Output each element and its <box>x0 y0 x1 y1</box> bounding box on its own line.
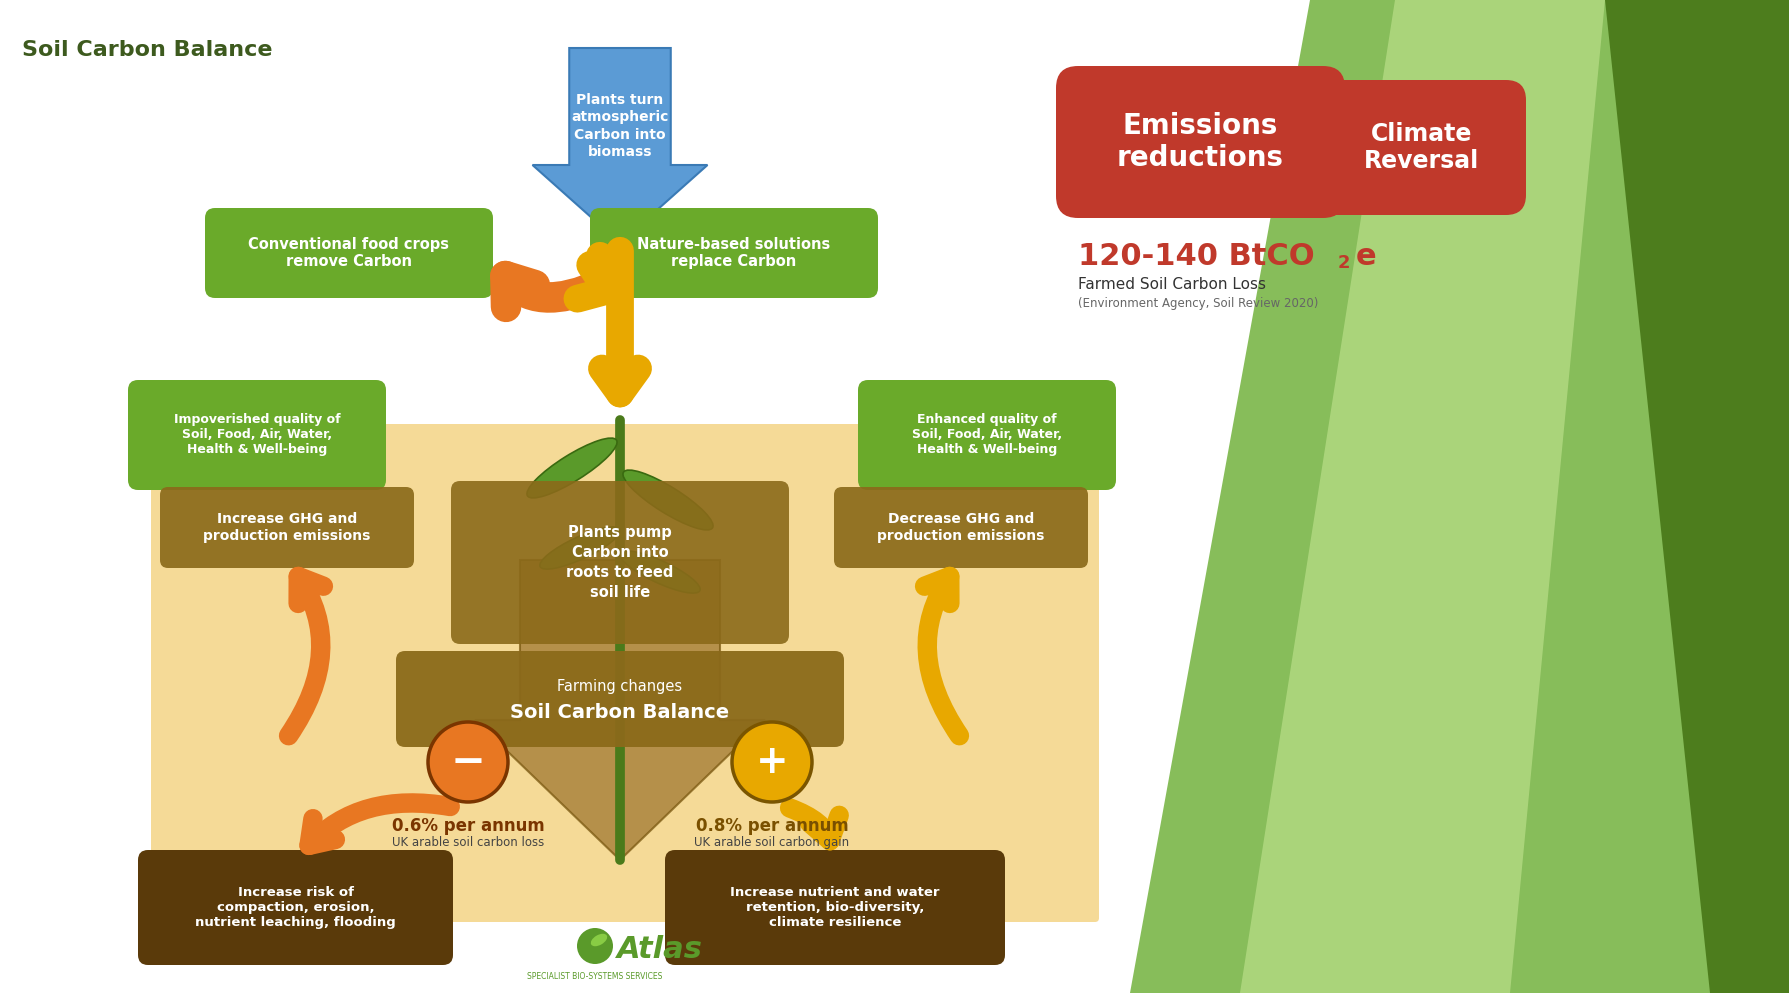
Text: +: + <box>755 743 789 781</box>
Circle shape <box>428 722 508 802</box>
Text: Conventional food crops
remove Carbon: Conventional food crops remove Carbon <box>249 236 449 269</box>
Text: UK arable soil carbon gain: UK arable soil carbon gain <box>694 836 850 849</box>
Polygon shape <box>1605 0 1789 993</box>
Text: Emissions
reductions: Emissions reductions <box>1116 112 1285 172</box>
Text: Impoverished quality of
Soil, Food, Air, Water,
Health & Well-being: Impoverished quality of Soil, Food, Air,… <box>174 413 340 457</box>
FancyArrowPatch shape <box>925 577 959 736</box>
Ellipse shape <box>623 470 714 530</box>
Circle shape <box>732 722 812 802</box>
FancyArrowPatch shape <box>288 577 324 736</box>
FancyBboxPatch shape <box>159 487 413 568</box>
Text: Climate
Reversal: Climate Reversal <box>1365 121 1480 174</box>
Text: 0.8% per annum: 0.8% per annum <box>696 817 848 835</box>
Ellipse shape <box>528 438 617 497</box>
Text: Nature-based solutions
replace Carbon: Nature-based solutions replace Carbon <box>637 236 830 269</box>
Ellipse shape <box>619 551 699 593</box>
Text: e: e <box>1356 242 1376 271</box>
Polygon shape <box>1131 0 1789 993</box>
Text: Increase risk of
compaction, erosion,
nutrient leaching, flooding: Increase risk of compaction, erosion, nu… <box>195 886 395 929</box>
FancyBboxPatch shape <box>666 850 1005 965</box>
Text: Soil Carbon Balance: Soil Carbon Balance <box>510 702 730 722</box>
FancyBboxPatch shape <box>206 208 494 298</box>
Text: (Environment Agency, Soil Review 2020): (Environment Agency, Soil Review 2020) <box>1079 297 1318 310</box>
FancyBboxPatch shape <box>129 380 386 490</box>
Ellipse shape <box>540 527 621 569</box>
Text: Increase GHG and
production emissions: Increase GHG and production emissions <box>204 512 370 542</box>
FancyArrowPatch shape <box>309 803 451 845</box>
FancyBboxPatch shape <box>1056 66 1345 218</box>
Text: Enhanced quality of
Soil, Food, Air, Water,
Health & Well-being: Enhanced quality of Soil, Food, Air, Wat… <box>912 413 1063 457</box>
Text: Increase nutrient and water
retention, bio-diversity,
climate resilience: Increase nutrient and water retention, b… <box>730 886 939 929</box>
Text: Atlas: Atlas <box>617 935 703 964</box>
FancyBboxPatch shape <box>138 850 453 965</box>
FancyBboxPatch shape <box>451 481 789 644</box>
FancyBboxPatch shape <box>1318 80 1526 215</box>
FancyBboxPatch shape <box>834 487 1088 568</box>
Circle shape <box>578 928 614 964</box>
Text: Decrease GHG and
production emissions: Decrease GHG and production emissions <box>877 512 1045 542</box>
FancyBboxPatch shape <box>590 208 878 298</box>
FancyBboxPatch shape <box>859 380 1116 490</box>
Polygon shape <box>476 560 766 860</box>
Text: SPECIALIST BIO-SYSTEMS SERVICES: SPECIALIST BIO-SYSTEMS SERVICES <box>528 972 662 981</box>
FancyBboxPatch shape <box>395 651 844 747</box>
Text: Plants turn
atmospheric
Carbon into
biomass: Plants turn atmospheric Carbon into biom… <box>571 93 669 159</box>
FancyBboxPatch shape <box>150 424 1098 922</box>
Text: 120-140 BtCO: 120-140 BtCO <box>1079 242 1315 271</box>
Polygon shape <box>1240 0 1605 993</box>
Text: 0.6% per annum: 0.6% per annum <box>392 817 544 835</box>
FancyArrowPatch shape <box>578 256 606 299</box>
FancyArrowPatch shape <box>789 808 839 841</box>
Text: Soil Carbon Balance: Soil Carbon Balance <box>21 40 272 60</box>
Text: −: − <box>451 741 485 783</box>
FancyArrowPatch shape <box>601 251 639 393</box>
Text: 2: 2 <box>1338 254 1351 272</box>
Polygon shape <box>533 48 707 243</box>
Text: UK arable soil carbon loss: UK arable soil carbon loss <box>392 836 544 849</box>
Ellipse shape <box>590 933 606 946</box>
FancyArrowPatch shape <box>504 276 603 307</box>
Text: Farmed Soil Carbon Loss: Farmed Soil Carbon Loss <box>1079 277 1267 292</box>
Text: Farming changes: Farming changes <box>558 678 683 693</box>
Text: Plants pump
Carbon into
roots to feed
soil life: Plants pump Carbon into roots to feed so… <box>567 525 674 600</box>
